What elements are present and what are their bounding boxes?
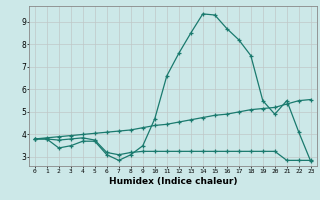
X-axis label: Humidex (Indice chaleur): Humidex (Indice chaleur) xyxy=(108,177,237,186)
